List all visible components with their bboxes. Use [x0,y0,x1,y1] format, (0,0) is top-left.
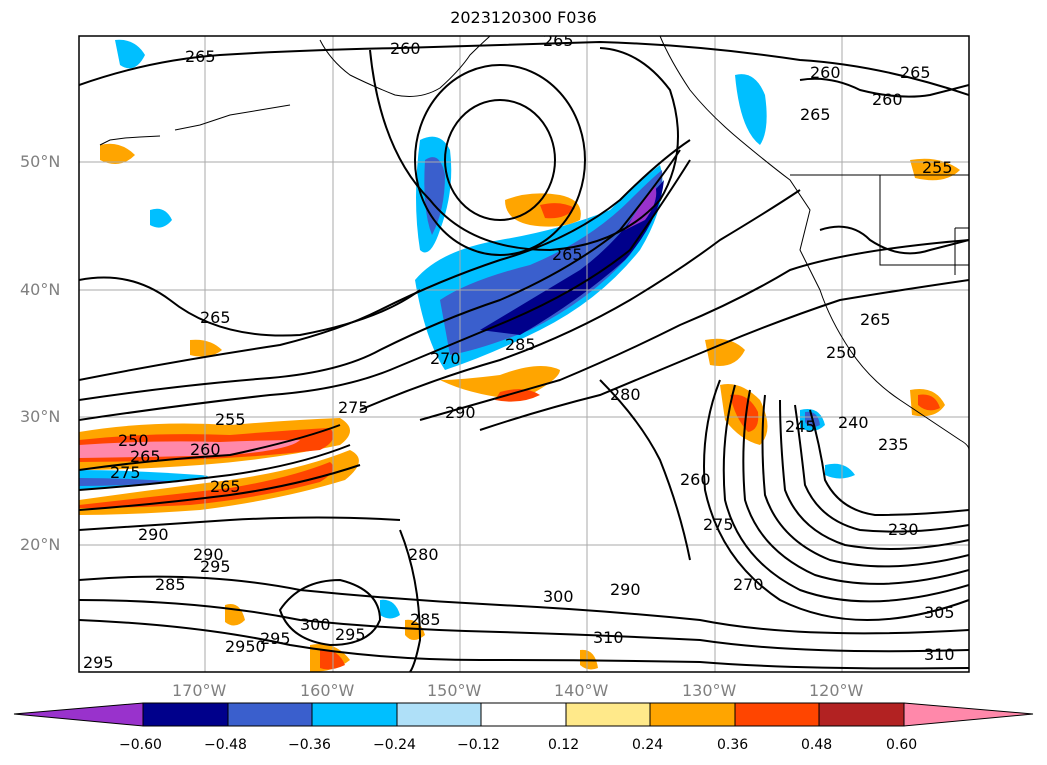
contour-label: 285 [155,575,186,594]
contour-label: 265 [543,31,574,50]
contour-label: 280 [610,385,641,404]
lon-label: 140°W [554,681,609,700]
contour-label: 2950 [225,637,266,656]
colorbar-segment [142,702,229,727]
contour-label: 260 [680,470,711,489]
contour-label: 265 [210,477,241,496]
colorbar [13,702,1034,727]
contour-labels: 265 260 265 260 265 260 255 265 265 270 … [83,31,955,672]
graticule [79,36,969,672]
lon-label: 150°W [427,681,482,700]
contour-label: 290 [445,403,476,422]
contour-label: 280 [408,545,439,564]
contour-label: 260 [810,63,841,82]
plot-frame [78,35,970,673]
contour-label: 265 [800,105,831,124]
contour-label: 260 [872,90,903,109]
colorbar-tick: 0.36 [717,737,749,753]
colorbar-segment [903,702,1034,727]
colorbar-segment [227,702,313,727]
contour-label: 285 [505,335,536,354]
contour-label: 250 [118,431,149,450]
contour-label: 310 [924,645,955,664]
lat-label: 40°N [20,280,61,299]
contour-label: 295 [200,557,231,576]
filled-anomaly-regions [79,39,960,672]
lon-label: 170°W [172,681,227,700]
contour-label: 260 [190,440,221,459]
contour-label: 270 [430,349,461,368]
colorbar-tick: −0.24 [373,737,416,753]
colorbar-segment [649,702,736,727]
colorbar-tick: −0.36 [288,737,331,753]
colorbar-tick: 0.12 [548,737,580,753]
contour-label: 260 [390,39,421,58]
contour-label: 295 [335,625,366,644]
contour-label: 265 [900,63,931,82]
contour-label: 270 [733,575,764,594]
lat-label: 20°N [20,535,61,554]
colorbar-tick: 0.60 [886,737,918,753]
colorbar-segment [818,702,905,727]
contour-label: 265 [200,308,231,327]
contour-label: 245 [785,417,816,436]
contour-label: 310 [593,628,624,647]
contour-label: 230 [888,520,919,539]
contour-label: 275 [110,463,141,482]
contour-label: 265 [130,447,161,466]
contour-label: 250 [826,343,857,362]
colorbar-tick: 0.48 [801,737,833,753]
contour-label: 285 [410,610,441,629]
contour-label: 265 [552,245,583,264]
contour-label: 240 [838,413,869,432]
contour-label: 300 [300,615,331,634]
contour-label: 275 [338,398,369,417]
map-plot-area: 265 260 265 260 265 260 255 265 265 270 … [79,31,969,672]
height-contours [79,40,969,672]
contour-label: 255 [922,158,953,177]
contour-label: 300 [543,587,574,606]
colorbar-tick: −0.60 [119,737,162,753]
contour-label: 290 [138,525,169,544]
contour-label: 295 [260,629,291,648]
contour-label: 290 [610,580,641,599]
contour-label: 235 [878,435,909,454]
lon-label: 130°W [682,681,737,700]
lon-label: 120°W [809,681,864,700]
contour-label: 305 [924,603,955,622]
contour-label: 265 [185,47,216,66]
contour-label: 275 [703,515,734,534]
colorbar-tick: −0.12 [457,737,500,753]
colorbar-segment [565,702,651,727]
coastlines [99,36,969,451]
colorbar-segment [480,702,567,727]
contour-label: 295 [83,653,114,672]
colorbar-segment [396,702,482,727]
colorbar-segment [734,702,820,727]
colorbar-tick: 0.24 [632,737,664,753]
colorbar-segment [311,702,398,727]
contour-label: 265 [860,310,891,329]
contour-label: 290 [193,545,224,564]
contour-label: 255 [215,410,246,429]
colorbar-tick: −0.48 [204,737,247,753]
lat-label: 30°N [20,407,61,426]
map-title: 2023120300 F036 [450,8,597,27]
lat-label: 50°N [20,152,61,171]
colorbar-segment [13,702,144,727]
lon-label: 160°W [300,681,355,700]
